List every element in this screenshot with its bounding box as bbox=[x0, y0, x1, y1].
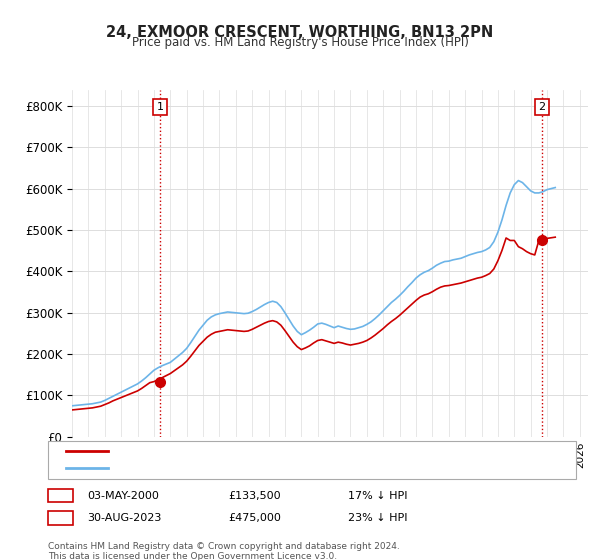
Text: £133,500: £133,500 bbox=[228, 491, 281, 501]
Text: 17% ↓ HPI: 17% ↓ HPI bbox=[348, 491, 407, 501]
Text: This data is licensed under the Open Government Licence v3.0.: This data is licensed under the Open Gov… bbox=[48, 552, 337, 560]
Text: Contains HM Land Registry data © Crown copyright and database right 2024.: Contains HM Land Registry data © Crown c… bbox=[48, 542, 400, 551]
Text: 1: 1 bbox=[57, 491, 64, 501]
Text: 2: 2 bbox=[57, 513, 64, 523]
Text: 23% ↓ HPI: 23% ↓ HPI bbox=[348, 513, 407, 523]
Text: HPI: Average price, detached house, Worthing: HPI: Average price, detached house, Wort… bbox=[117, 463, 357, 473]
Text: 24, EXMOOR CRESCENT, WORTHING, BN13 2PN (detached house): 24, EXMOOR CRESCENT, WORTHING, BN13 2PN … bbox=[117, 446, 460, 456]
Text: Price paid vs. HM Land Registry's House Price Index (HPI): Price paid vs. HM Land Registry's House … bbox=[131, 36, 469, 49]
Text: 1: 1 bbox=[157, 102, 163, 112]
Text: 30-AUG-2023: 30-AUG-2023 bbox=[87, 513, 161, 523]
Text: 2: 2 bbox=[538, 102, 545, 112]
Text: 24, EXMOOR CRESCENT, WORTHING, BN13 2PN: 24, EXMOOR CRESCENT, WORTHING, BN13 2PN bbox=[106, 25, 494, 40]
Text: £475,000: £475,000 bbox=[228, 513, 281, 523]
Text: 03-MAY-2000: 03-MAY-2000 bbox=[87, 491, 159, 501]
